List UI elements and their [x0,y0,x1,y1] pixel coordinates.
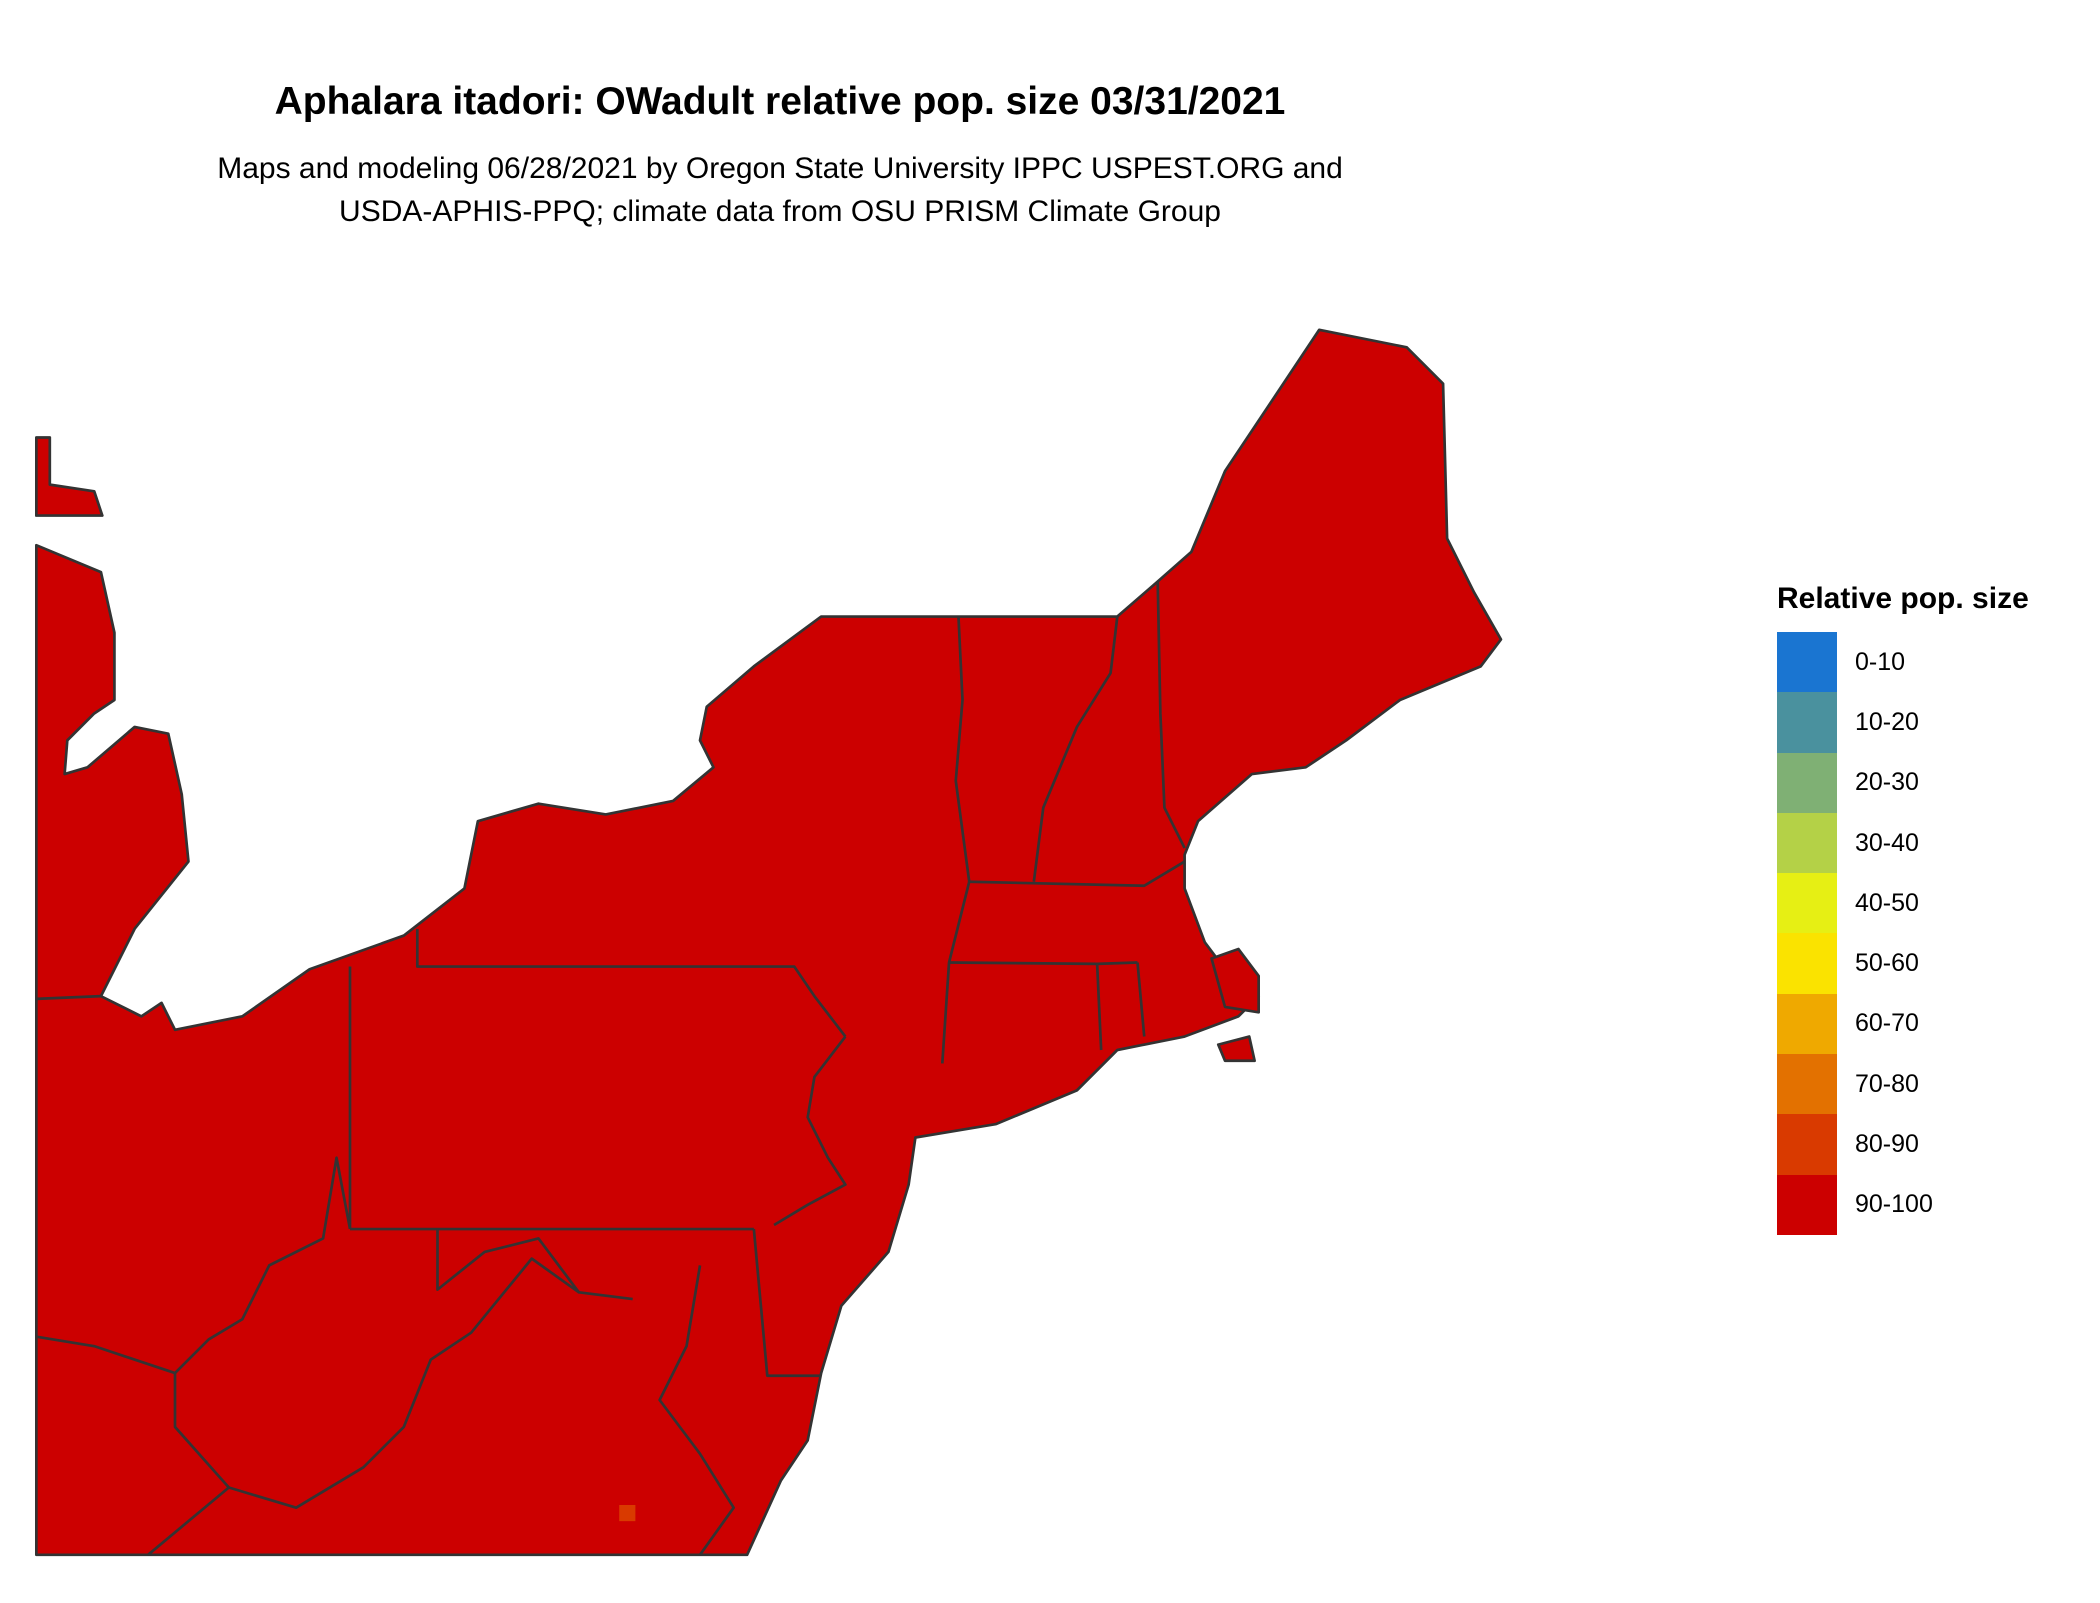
legend-item: 90-100 [1777,1174,2029,1235]
legend-swatch [1777,993,1837,1055]
legend-item: 60-70 [1777,993,2029,1055]
cape-cod [1210,947,1260,1014]
legend-item: 50-60 [1777,933,2029,994]
legend-item: 20-30 [1777,752,2029,813]
legend-label: 20-30 [1855,768,1919,797]
legend-label: 90-100 [1855,1190,1933,1219]
legend-title: Relative pop. size [1777,582,2029,615]
legend-swatch [1777,1054,1837,1115]
legend-label: 30-40 [1855,828,1919,857]
legend: Relative pop. size 0-10 10-20 20-30 30-40 40… [1777,582,2029,1235]
legend-swatch [1777,692,1837,753]
state-borders [36,581,1186,1556]
legend-label: 50-60 [1855,949,1919,978]
legend-item: 40-50 [1777,873,2029,934]
minor-patch [619,1504,636,1522]
legend-label: 40-50 [1855,888,1919,917]
legend-swatch [1777,1114,1837,1175]
legend-swatch [1777,873,1837,934]
legend-label: 70-80 [1855,1069,1919,1098]
legend-label: 0-10 [1855,647,1906,676]
legend-label: 60-70 [1855,1009,1919,1038]
legend-swatch [1777,1174,1837,1235]
legend-label: 80-90 [1855,1130,1919,1159]
legend-item: 10-20 [1777,692,2029,753]
legend-item: 70-80 [1777,1054,2029,1115]
legend-swatch [1777,632,1837,693]
legend-item: 80-90 [1777,1114,2029,1175]
legend-item: 0-10 [1777,632,2029,693]
map-subtitle-line-2: USDA-APHIS-PPQ; climate data from OSU PR… [339,195,1221,228]
legend-swatch [1777,752,1837,813]
map-title: Aphalara itadori: OWadult relative pop. … [274,80,1286,123]
legend-label: 10-20 [1855,707,1919,736]
legend-swatch [1777,812,1837,874]
nantucket-island [1216,1035,1256,1063]
mainland [35,328,1503,1557]
legend-swatch [1777,933,1837,994]
legend-item: 30-40 [1777,812,2029,874]
map-subtitle-line-1: Maps and modeling 06/28/2021 by Oregon S… [217,152,1343,185]
michigan-upper-peninsula [35,436,104,517]
